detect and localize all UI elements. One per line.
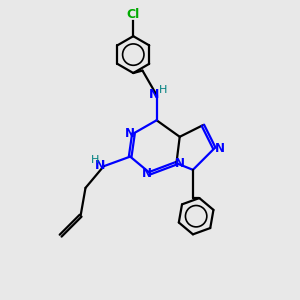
Text: N: N <box>215 142 225 155</box>
Text: N: N <box>175 157 185 170</box>
Text: N: N <box>141 167 152 180</box>
Text: N: N <box>125 127 135 140</box>
Text: H: H <box>159 85 167 95</box>
Text: Cl: Cl <box>127 8 140 21</box>
Text: N: N <box>95 159 105 172</box>
Text: H: H <box>91 155 100 165</box>
Text: N: N <box>149 88 159 101</box>
